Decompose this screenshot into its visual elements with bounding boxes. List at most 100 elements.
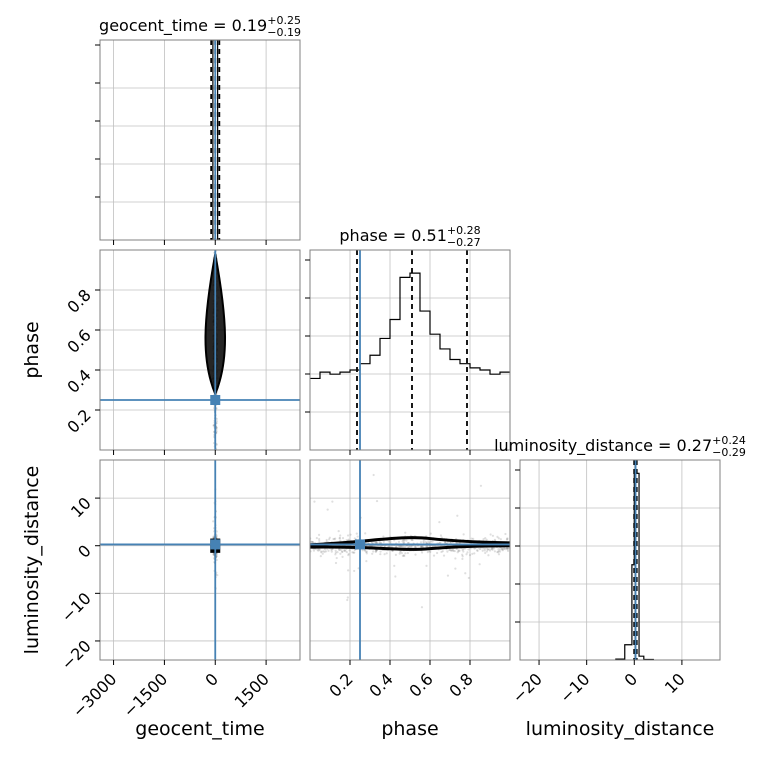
x-tick-label-phase: 0.4: [365, 669, 396, 700]
scatter-point: [341, 555, 344, 558]
scatter-point: [453, 549, 456, 553]
scatter-point: [330, 550, 333, 553]
scatter-point: [351, 551, 354, 554]
panel-luminosity_distance-marginal: [520, 460, 720, 660]
scatter-point: [365, 550, 368, 554]
scatter-point: [395, 545, 398, 549]
scatter-point: [346, 598, 349, 602]
title-upper-error: +0.25: [267, 14, 301, 27]
scatter-point: [467, 548, 470, 551]
scatter-point: [482, 547, 485, 550]
scatter-point: [462, 547, 465, 551]
scatter-point: [497, 549, 500, 553]
scatter-point: [212, 536, 215, 539]
scatter-point: [407, 541, 410, 545]
scatter-point: [327, 549, 330, 552]
y-tick-label-phase: 0.2: [63, 405, 94, 436]
scatter-point: [456, 551, 459, 554]
histogram-geocent_time: [212, 40, 219, 240]
x-tick-label-luminosity_distance: −20: [509, 669, 546, 706]
scatter-point: [363, 549, 366, 552]
scatter-point: [441, 550, 444, 553]
scatter-point: [434, 544, 437, 547]
x-tick-label-geocent_time: 1500: [231, 669, 273, 711]
scatter-point: [325, 538, 328, 542]
scatter-point: [389, 540, 392, 543]
scatter-point: [424, 540, 427, 543]
truth-marker: [210, 395, 221, 405]
scatter-point: [429, 540, 433, 543]
scatter-point: [421, 545, 424, 548]
scatter-point: [491, 548, 494, 551]
scatter-point: [343, 549, 346, 552]
scatter-point: [419, 541, 423, 544]
scatter-point: [506, 549, 510, 552]
scatter-point: [401, 540, 404, 543]
scatter-point: [397, 540, 401, 543]
scatter-point: [379, 553, 382, 556]
scatter-point: [324, 550, 328, 553]
scatter-point: [497, 551, 500, 554]
scatter-point: [496, 551, 499, 554]
scatter-point: [338, 548, 341, 551]
scatter-point: [409, 545, 412, 548]
scatter-point: [375, 499, 379, 503]
scatter-point: [394, 553, 397, 556]
contour-phase-vs-luminosity_distance-lower: [310, 544, 510, 551]
scatter-point: [332, 537, 335, 541]
scatter-point: [493, 538, 497, 541]
x-tick-label-geocent_time: 0: [201, 669, 222, 690]
truth-marker: [355, 539, 365, 550]
scatter-point: [382, 540, 385, 544]
scatter-point: [310, 540, 313, 544]
scatter-point: [403, 539, 406, 542]
x-axis-label-phase: phase: [381, 718, 438, 740]
scatter-point: [502, 547, 505, 551]
scatter-point: [361, 549, 364, 552]
scatter-point: [346, 534, 350, 537]
scatter-point: [422, 541, 425, 544]
panel-frame: [309, 249, 511, 451]
scatter-point: [341, 537, 345, 540]
scatter-point: [353, 537, 356, 540]
scatter-point: [498, 548, 502, 551]
scatter-point: [468, 553, 472, 557]
scatter-point: [331, 547, 334, 551]
scatter-point: [335, 556, 338, 560]
scatter-point: [212, 520, 215, 523]
scatter-point: [467, 576, 470, 580]
y-tick-label-luminosity_distance: 10: [67, 493, 95, 521]
scatter-point: [216, 574, 219, 577]
scatter-point: [341, 550, 344, 553]
scatter-point: [403, 554, 406, 558]
scatter-point: [426, 551, 429, 554]
scatter-point: [382, 535, 385, 538]
scatter-point: [313, 500, 316, 503]
scatter-point: [420, 551, 424, 554]
scatter-point: [503, 546, 506, 550]
scatter-point: [405, 539, 408, 542]
scatter-point: [374, 540, 377, 544]
scatter-point: [364, 549, 367, 552]
scatter-point: [397, 544, 401, 548]
scatter-point: [440, 550, 443, 554]
scatter-point: [406, 551, 409, 555]
scatter-point: [438, 521, 441, 524]
scatter-point: [479, 547, 482, 550]
scatter-point: [311, 540, 314, 544]
scatter-point: [491, 547, 494, 550]
scatter-point: [451, 549, 454, 552]
scatter-point: [353, 569, 356, 573]
scatter-point: [506, 547, 509, 550]
scatter-point: [429, 550, 432, 554]
scatter-point: [315, 536, 318, 540]
x-tick-label-phase: 0.8: [445, 669, 476, 700]
scatter-point: [344, 549, 347, 552]
scatter-point: [461, 548, 464, 552]
scatter-point: [355, 532, 358, 535]
scatter-point: [347, 538, 350, 541]
scatter-point: [385, 552, 388, 555]
scatter-point: [481, 549, 484, 552]
scatter-point: [473, 552, 476, 555]
title-lower-error: −0.27: [447, 236, 481, 249]
